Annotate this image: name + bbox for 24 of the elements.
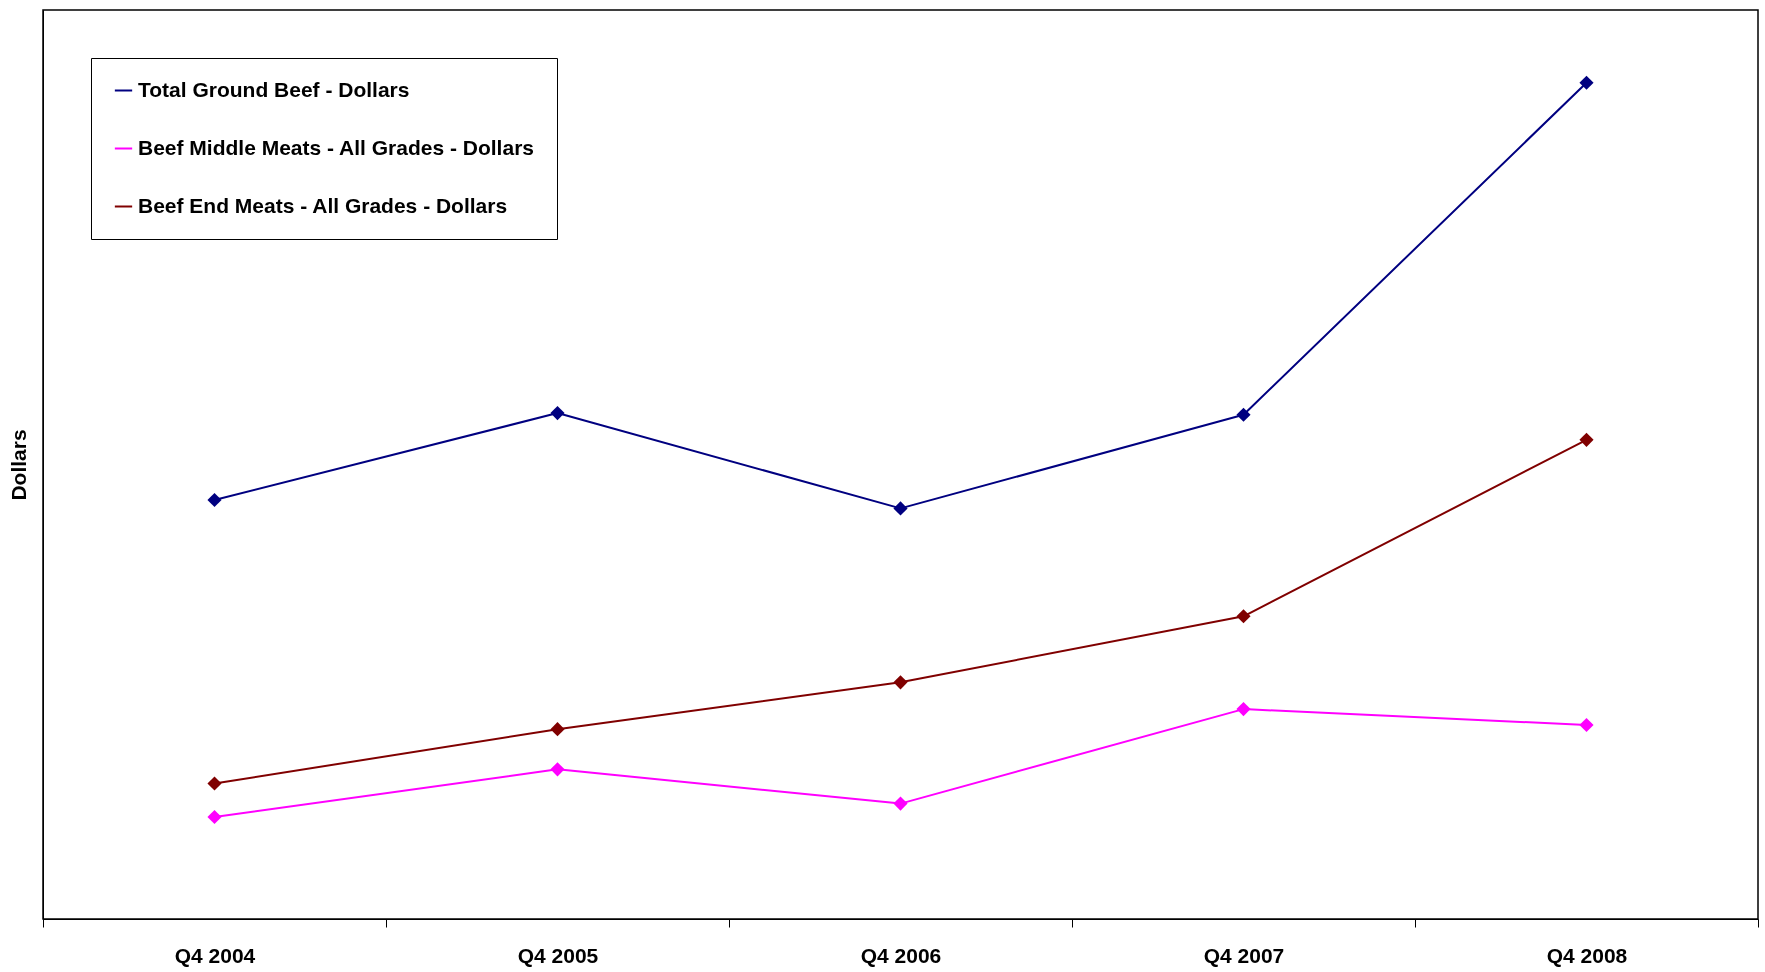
point: [207, 776, 222, 791]
x-tick-label: Q4 2005: [517, 943, 599, 967]
point: [1236, 407, 1251, 422]
point: [550, 762, 565, 777]
legend-label: Total Ground Beef - Dollars: [138, 77, 410, 101]
x-tick-label: Q4 2006: [860, 943, 942, 967]
point: [1579, 75, 1594, 90]
point: [550, 722, 565, 737]
point: [1236, 609, 1251, 624]
point: [893, 796, 908, 811]
x-tick-label: Q4 2008: [1546, 943, 1628, 967]
point: [1579, 717, 1594, 733]
point: [207, 809, 222, 825]
point: [550, 406, 565, 421]
point: [893, 675, 908, 690]
x-tick-label: Q4 2004: [174, 943, 256, 967]
point: [893, 501, 908, 516]
legend-label: Beef End Meats - All Grades - Dollars: [138, 193, 508, 217]
point: [1579, 432, 1594, 447]
legend-label: Beef Middle Meats - All Grades - Dollars: [138, 135, 534, 159]
point: [207, 492, 222, 508]
x-tick-label: Q4 2007: [1203, 943, 1285, 967]
y-axis-title: Dollars: [6, 429, 30, 501]
point: [1236, 702, 1251, 717]
